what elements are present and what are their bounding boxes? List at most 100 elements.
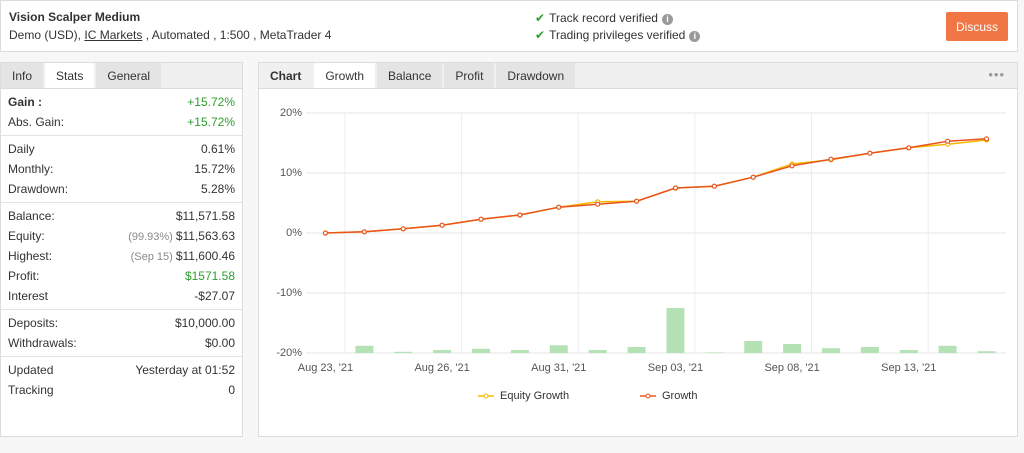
stat-value-wrap: Yesterday at 01:52	[135, 363, 235, 377]
stat-value: 0.61%	[200, 142, 235, 156]
stat-row: Highest: (Sep 15) $11,600.46	[1, 246, 242, 266]
stat-label: Interest	[8, 289, 49, 303]
stat-row: Tracking 0	[1, 380, 242, 400]
stat-label: Abs. Gain:	[8, 115, 65, 129]
stat-value-wrap: (99.93%) $11,563.63	[128, 229, 235, 243]
bar	[666, 308, 685, 353]
series-line	[325, 139, 987, 234]
stats-group: Balance: $11,571.58 Equity: (99.93%) $11,563…	[1, 203, 242, 310]
bar	[549, 345, 568, 353]
y-tick-label: 20%	[280, 107, 302, 119]
tabs: Chart Growth Balance Profit Drawdown	[259, 63, 1017, 89]
tab[interactable]: Growth	[314, 63, 376, 88]
stat-row: Equity: (99.93%) $11,563.63	[1, 226, 242, 246]
legend-label: Equity Growth	[500, 390, 569, 402]
stat-row: Deposits: $10,000.00	[1, 313, 242, 333]
stat-row: Abs. Gain: +15.72%	[1, 112, 242, 132]
stat-value: $11,600.46	[175, 249, 235, 263]
legend-marker	[483, 393, 489, 399]
stat-label: Gain :	[8, 95, 43, 109]
details: , Automated , 1:500 , MetaTrader 4	[145, 28, 332, 42]
verified-item: ✔ Track record verified i	[535, 11, 673, 25]
bar	[822, 348, 840, 353]
point	[828, 156, 834, 162]
stat-label: Updated	[8, 363, 54, 377]
menu[interactable]: •••	[988, 67, 1005, 82]
tabs: Info Stats General	[1, 63, 242, 89]
tab[interactable]: Profit	[444, 63, 495, 88]
point	[478, 216, 484, 222]
bar	[472, 348, 490, 353]
stat-label: Profit:	[8, 269, 40, 283]
stat-label: Balance:	[8, 209, 55, 223]
stats-panel: Info Stats General Gain : +15.72% Abs. Gain:…	[0, 62, 243, 437]
x-tick-label: Sep 03, '21	[648, 362, 703, 374]
stats-group: Gain : +15.72% Abs. Gain: +15.72%	[1, 89, 242, 136]
tab[interactable]: Balance	[377, 63, 443, 88]
stat-value: -$27.07	[194, 289, 235, 303]
stat-value-wrap: -$27.07	[194, 289, 235, 303]
bar	[355, 345, 374, 353]
header: Vision Scalper Medium Demo (USD), IC Mar…	[0, 0, 1018, 52]
bar	[899, 350, 918, 353]
x-tick-label: Sep 13, '21	[881, 362, 936, 374]
tab[interactable]: Stats	[45, 63, 95, 88]
point	[595, 201, 601, 207]
stat-value-wrap: 0.61%	[201, 142, 235, 156]
stat-row: Drawdown: 5.28%	[1, 179, 242, 199]
stat-value-wrap: $10,000.00	[175, 316, 235, 330]
stat-row: Updated Yesterday at 01:52	[1, 360, 242, 380]
point	[361, 229, 367, 235]
account: Demo (USD),	[9, 28, 82, 42]
tab[interactable]: Info	[1, 63, 44, 88]
tab[interactable]: General	[96, 63, 162, 88]
stat-label: Withdrawals:	[8, 336, 77, 350]
point	[400, 226, 406, 232]
stat-value: Yesterday at 01:52	[135, 363, 235, 377]
point	[439, 222, 445, 228]
y-tick-label: -20%	[276, 347, 302, 359]
system-title: Vision Scalper Medium	[9, 10, 141, 24]
bar	[977, 351, 996, 353]
bar	[744, 341, 763, 353]
x-tick-label: Aug 31, '21	[531, 362, 586, 374]
stat-label: Tracking	[8, 383, 54, 397]
tab[interactable]: Drawdown	[496, 63, 576, 88]
point	[711, 183, 717, 189]
point	[906, 145, 912, 151]
point	[789, 163, 795, 169]
stat-value: 0	[228, 383, 235, 397]
account-info: Demo (USD), IC Markets , Automated , 1:5…	[9, 28, 331, 42]
bar	[860, 347, 879, 353]
stat-value-wrap: +15.72%	[187, 115, 235, 129]
x-tick-label: Sep 08, '21	[764, 362, 819, 374]
legend-label: Growth	[662, 390, 697, 402]
bar	[938, 345, 957, 353]
point	[517, 212, 523, 218]
stat-value-wrap: +15.72%	[187, 95, 235, 109]
bar	[394, 351, 413, 353]
bar	[783, 344, 802, 353]
stat-row: Withdrawals: $0.00	[1, 333, 242, 353]
y-tick-label: 10%	[280, 167, 302, 179]
stat-row: Gain : +15.72%	[1, 92, 242, 112]
discuss-button[interactable]: Discuss	[946, 12, 1008, 41]
tab: Chart	[270, 69, 302, 83]
y-tick-label: -10%	[276, 287, 302, 299]
point	[750, 174, 756, 180]
stats-group: Daily 0.61% Monthly: 15.72% Drawdown: 5.28%	[1, 136, 242, 203]
verified-item: ✔ Trading privileges verified i	[535, 28, 701, 42]
stat-value-wrap: 15.72%	[194, 162, 235, 176]
bar	[433, 350, 452, 353]
point	[945, 138, 951, 144]
stat-value: $11,571.58	[175, 209, 235, 223]
bar	[705, 352, 724, 353]
stat-label: Drawdown:	[8, 182, 69, 196]
broker-link[interactable]: IC Markets	[84, 28, 143, 42]
stat-label: Equity:	[8, 229, 45, 243]
stat-value-wrap: $1571.58	[185, 269, 235, 283]
stat-value: +15.72%	[187, 115, 235, 129]
point	[867, 150, 873, 156]
stats-group: Updated Yesterday at 01:52 Tracking 0	[1, 357, 242, 403]
